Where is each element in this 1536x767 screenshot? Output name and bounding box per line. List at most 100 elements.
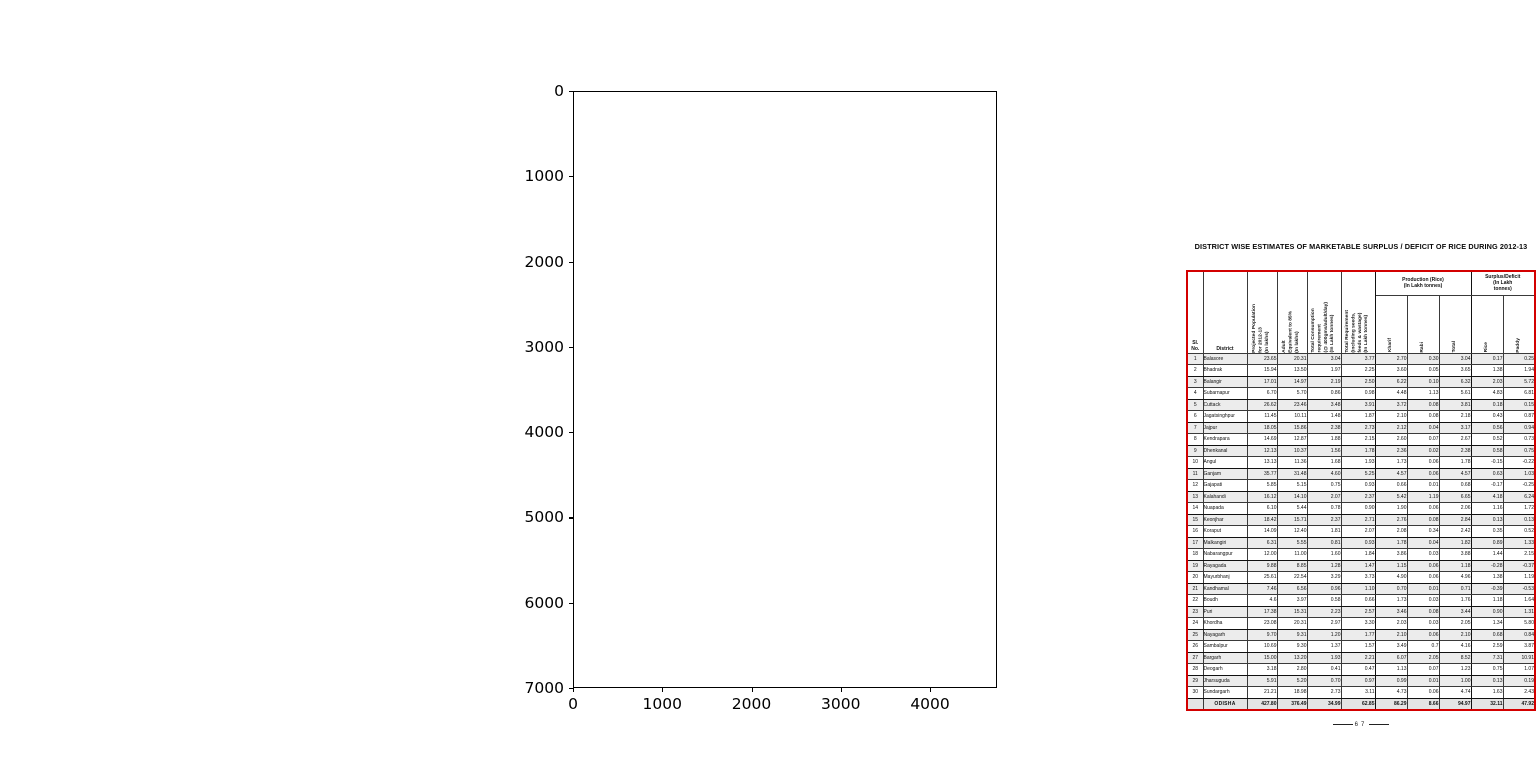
cell-surplus-rice: 0.13 (1470, 513, 1504, 526)
cell-sl-no: 6 (1186, 410, 1204, 423)
table-row: 12 Gajapati 5.85 5.15 0.75 0.93 0.66 0.01 0.68 -0… (1186, 479, 1536, 492)
cell-surplus-paddy: 0.13 (1502, 513, 1536, 526)
cell-total-consumption: 3.48 (1306, 398, 1342, 411)
cell-adult-equivalent: 31.48 (1276, 467, 1308, 480)
x-axis-tickmark (840, 688, 842, 692)
cell-production-total: 1.23 (1438, 663, 1472, 676)
table-row: 6 Jagatsinghpur 11.45 10.11 1.48 1.87 2.10 0.08… (1186, 410, 1536, 423)
cell-surplus-paddy: 1.94 (1502, 364, 1536, 377)
cell-total-consumption: 2.07 (1306, 490, 1342, 503)
cell-projected-population: 3.18 (1246, 663, 1278, 676)
col-header-surplus-rice-label: Rice (1483, 342, 1489, 353)
table-row: 22 Boudh 4.6 3.97 0.58 0.66 1.73 0.03 1.76 1.18 1.… (1186, 594, 1536, 607)
cell-surplus-paddy: 2.15 (1502, 548, 1536, 561)
cell-surplus-rice: -0.39 (1470, 582, 1504, 595)
y-axis-tickmark (569, 517, 573, 519)
cell-surplus-paddy: 1.19 (1502, 571, 1536, 584)
cell-production-total: 2.67 (1438, 433, 1472, 446)
cell-sl-no: 9 (1186, 444, 1204, 457)
col-header-rabi: Rabi (1406, 294, 1440, 354)
table-row: 26 Sambalpur 10.69 9.30 1.37 1.57 3.49 0.7 4.16 2… (1186, 640, 1536, 653)
cell-district: Koraput (1202, 525, 1248, 538)
col-header-projected-population-label: Projected Population for 2012-13 (In lak… (1252, 303, 1271, 353)
cell-kharif: 86.29 (1374, 697, 1408, 711)
cell-production-total: 1.00 (1438, 674, 1472, 687)
cell-surplus-rice: 1.16 (1470, 502, 1504, 515)
table-body: 1 Balasore 23.65 20.31 3.04 3.77 2.70 0.30 3.04 0… (1186, 352, 1536, 711)
table-row: 17 Malkangiri 6.31 5.55 0.81 0.93 1.78 0.04 1.82… (1186, 536, 1536, 549)
cell-surplus-rice: 0.68 (1470, 628, 1504, 641)
table-row: 21 Kandhamal 7.46 6.56 0.96 1.10 0.70 0.01 0.71-… (1186, 582, 1536, 595)
cell-district: Nuapada (1202, 502, 1248, 515)
cell-production-total: 4.57 (1438, 467, 1472, 480)
cell-district: Boudh (1202, 594, 1248, 607)
cell-total-requirement: 0.93 (1340, 536, 1376, 549)
cell-kharif: 4.48 (1374, 387, 1408, 400)
cell-production-total: 4.16 (1438, 640, 1472, 653)
cell-total-consumption: 1.60 (1306, 548, 1342, 561)
cell-production-total: 4.74 (1438, 686, 1472, 699)
cell-projected-population: 6.70 (1246, 387, 1278, 400)
cell-projected-population: 18.42 (1246, 513, 1278, 526)
cell-rabi: 0.02 (1406, 444, 1440, 457)
cell-total-requirement: 0.93 (1340, 479, 1376, 492)
cell-district: Malkangiri (1202, 536, 1248, 549)
cell-total-consumption: 3.04 (1306, 352, 1342, 365)
cell-total-consumption: 1.56 (1306, 444, 1342, 457)
cell-production-total: 3.81 (1438, 398, 1472, 411)
x-axis-tickmark (573, 688, 575, 692)
col-header-total-consumption-label: Total Consumption requirement (@ 400gms/… (1311, 302, 1336, 353)
cell-adult-equivalent: 20.31 (1276, 617, 1308, 630)
cell-surplus-rice: 0.52 (1470, 433, 1504, 446)
cell-projected-population: 427.80 (1246, 697, 1278, 711)
col-header-total-requirement: Total Requirement (including seeds, feed… (1340, 270, 1376, 354)
cell-sl-no: 18 (1186, 548, 1204, 561)
cell-district: Jajpur (1202, 421, 1248, 434)
cell-surplus-rice: 1.38 (1470, 364, 1504, 377)
cell-adult-equivalent: 15.31 (1276, 605, 1308, 618)
cell-rabi: 0.30 (1406, 352, 1440, 365)
table-row: 30 Sundargarh 21.21 18.98 2.73 3.11 4.73 0.06 4.… (1186, 686, 1536, 699)
cell-sl-no: 2 (1186, 364, 1204, 377)
cell-total-consumption: 4.60 (1306, 467, 1342, 480)
table-row: 8 Kendrapara 14.69 12.87 1.88 2.15 2.60 0.07 2.6… (1186, 433, 1536, 446)
cell-adult-equivalent: 11.00 (1276, 548, 1308, 561)
table-row: 29 Jharsuguda 5.91 5.20 0.70 0.97 0.99 0.01 1.00… (1186, 674, 1536, 687)
cell-total-requirement: 1.10 (1340, 582, 1376, 595)
cell-surplus-paddy: 6.81 (1502, 387, 1536, 400)
cell-district: Jagatsinghpur (1202, 410, 1248, 423)
cell-kharif: 5.42 (1374, 490, 1408, 503)
y-axis-tick-label: 5000 (524, 508, 564, 527)
cell-district: Angul (1202, 456, 1248, 469)
cell-surplus-rice: 2.59 (1470, 640, 1504, 653)
cell-surplus-rice: -0.17 (1470, 479, 1504, 492)
cell-rabi: 0.08 (1406, 410, 1440, 423)
cell-rabi: 0.7 (1406, 640, 1440, 653)
col-header-rabi-label: Rabi (1419, 341, 1425, 353)
cell-total-requirement: 2.50 (1340, 375, 1376, 388)
cell-surplus-paddy: 1.64 (1502, 594, 1536, 607)
x-axis-tickmark (930, 688, 932, 692)
cell-adult-equivalent: 8.85 (1276, 559, 1308, 572)
col-header-production-total: Total (1438, 294, 1472, 354)
col-header-total-consumption: Total Consumption requirement (@ 400gms/… (1306, 270, 1342, 354)
cell-kharif: 4.90 (1374, 571, 1408, 584)
cell-total-requirement: 3.91 (1340, 398, 1376, 411)
cell-total-requirement: 2.71 (1340, 513, 1376, 526)
cell-total-consumption: 2.38 (1306, 421, 1342, 434)
cell-total-consumption: 1.88 (1306, 433, 1342, 446)
y-axis-tickmark (569, 432, 573, 434)
cell-production-total: 2.84 (1438, 513, 1472, 526)
x-axis-tickmark (662, 688, 664, 692)
table-row: 14 Nuapada 6.10 5.44 0.78 0.90 1.90 0.06 2.06 1.1… (1186, 502, 1536, 515)
cell-total-consumption: 1.20 (1306, 628, 1342, 641)
table-row: 11 Ganjam 35.77 31.48 4.60 5.25 4.57 0.06 4.57 0.… (1186, 467, 1536, 480)
cell-projected-population: 15.00 (1246, 651, 1278, 664)
col-header-district: District (1202, 270, 1248, 354)
cell-sl-no: 15 (1186, 513, 1204, 526)
cell-district: Balasore (1202, 352, 1248, 365)
cell-production-total: 6.65 (1438, 490, 1472, 503)
cell-surplus-rice: 0.89 (1470, 536, 1504, 549)
cell-rabi: 0.08 (1406, 605, 1440, 618)
cell-kharif: 1.90 (1374, 502, 1408, 515)
